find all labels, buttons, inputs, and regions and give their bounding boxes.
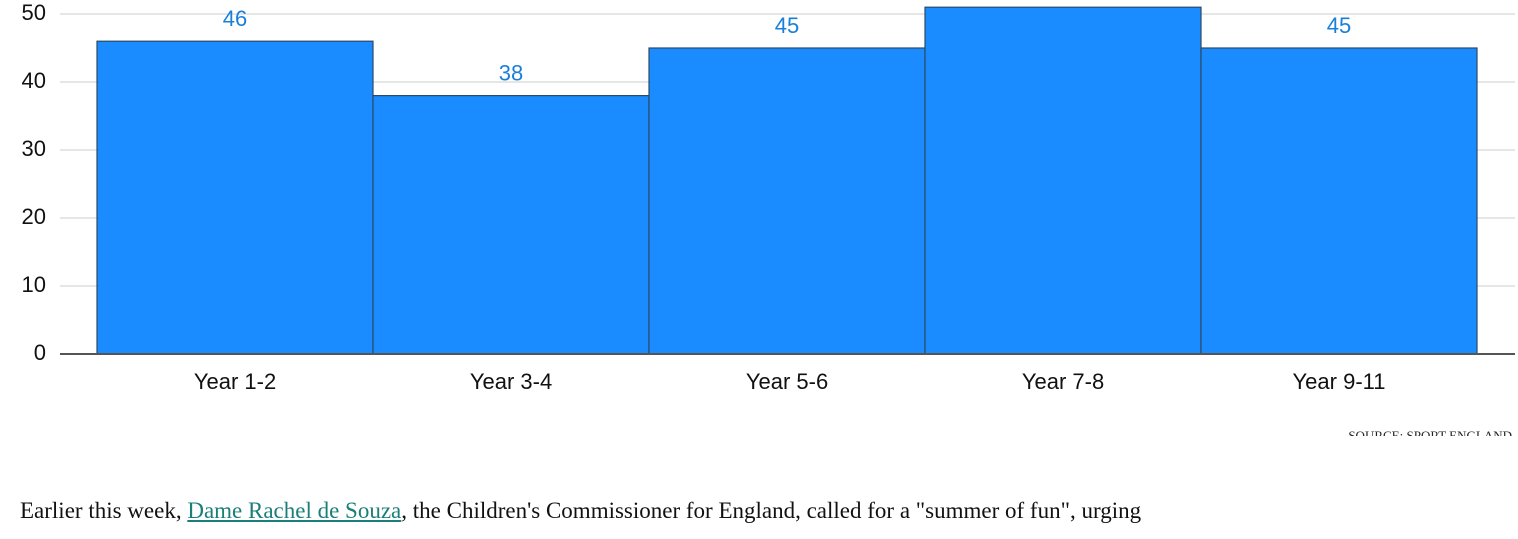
y-tick-label: 20 [22,204,46,229]
y-tick-label: 40 [22,68,46,93]
bar [96,40,374,355]
bar [648,47,926,355]
paragraph: Earlier this week, Dame Rachel de Souza,… [20,498,1518,524]
bar [924,6,1202,355]
x-tick-label: Year 1-2 [194,369,276,394]
source: SOURCE: SPORT ENGLAND [1348,428,1512,436]
y-tick-label: 10 [22,272,46,297]
text: , the Children's Commissioner for Englan… [401,498,1142,523]
x-tick-label: Year 7-8 [1022,369,1104,394]
x-tick-label: Year 5-6 [746,369,828,394]
y-tick-label: 0 [34,340,46,365]
bar [372,94,650,355]
link[interactable]: Dame Rachel de Souza [187,498,402,523]
y-tick-label: 30 [22,136,46,161]
data-label: 46 [223,6,247,31]
data-label: 45 [775,13,799,38]
x-tick-label: Year 3-4 [470,369,552,394]
data-label: 38 [499,60,523,85]
x-tick-label: Year 9-11 [1293,369,1386,394]
chart: SOURCE: SPORT ENGLAND 0 10 20 30 40 50 46 Year … [22,0,1515,436]
data-label: 45 [1327,13,1351,38]
bar [1200,47,1478,355]
y-tick-label: 50 [22,0,46,25]
text: Earlier this week, [20,498,188,523]
